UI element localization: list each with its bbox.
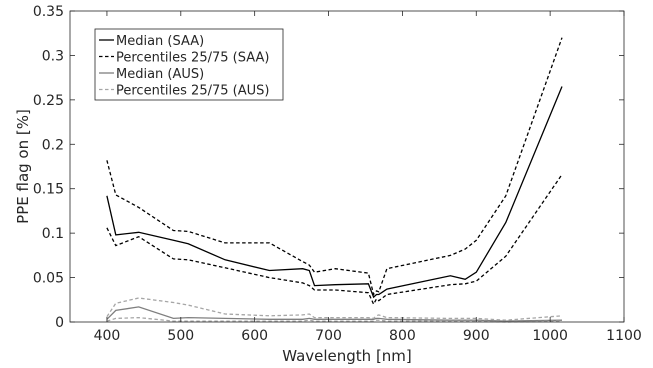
x-tick-label: 1100	[606, 328, 642, 344]
y-tick-label: 0.15	[33, 182, 64, 198]
x-tick-label: 900	[463, 328, 490, 344]
series-layer	[106, 37, 563, 323]
y-axis-label: PPE flag on [%]	[14, 109, 32, 224]
legend-entry-label: Median (SAA)	[116, 34, 204, 49]
y-tick-label: 0.3	[42, 48, 64, 64]
legend-entry-label: Percentiles 25/75 (AUS)	[116, 84, 269, 99]
y-tick-label: 0.2	[42, 137, 64, 153]
legend: Median (SAA) Percentiles 25/75 (SAA)Media…	[94, 28, 284, 101]
legend-entry-label: Median (AUS)	[116, 67, 204, 82]
y-tick-label: 0	[55, 315, 64, 331]
series-line-3	[106, 306, 563, 322]
x-tick-label: 400	[94, 328, 121, 344]
legend-box	[94, 28, 284, 101]
y-tick-label: 0.35	[33, 4, 64, 20]
axes-box	[69, 10, 625, 323]
series-line-5	[106, 316, 563, 323]
x-tick-label: 1000	[532, 328, 568, 344]
y-tick-label: 0.05	[33, 271, 64, 287]
y-tick-label: 0.1	[42, 226, 64, 242]
legend-entry-label: Percentiles 25/75 (SAA)	[116, 51, 269, 66]
x-axis-label: Wavelength [nm]	[282, 347, 412, 365]
series-line-4	[106, 297, 563, 321]
series-line-0	[106, 86, 563, 299]
axes: 400 500 600 700 800 900 1000 1100 0 0.05 0.1 0.15 0.…	[33, 4, 642, 344]
series-line-2	[106, 174, 563, 306]
series-line-1	[106, 37, 563, 296]
y-tick-label: 0.25	[33, 93, 64, 109]
x-tick-label: 600	[241, 328, 268, 344]
x-tick-label: 700	[315, 328, 342, 344]
x-tick-label: 500	[167, 328, 194, 344]
x-tick-label: 800	[389, 328, 416, 344]
